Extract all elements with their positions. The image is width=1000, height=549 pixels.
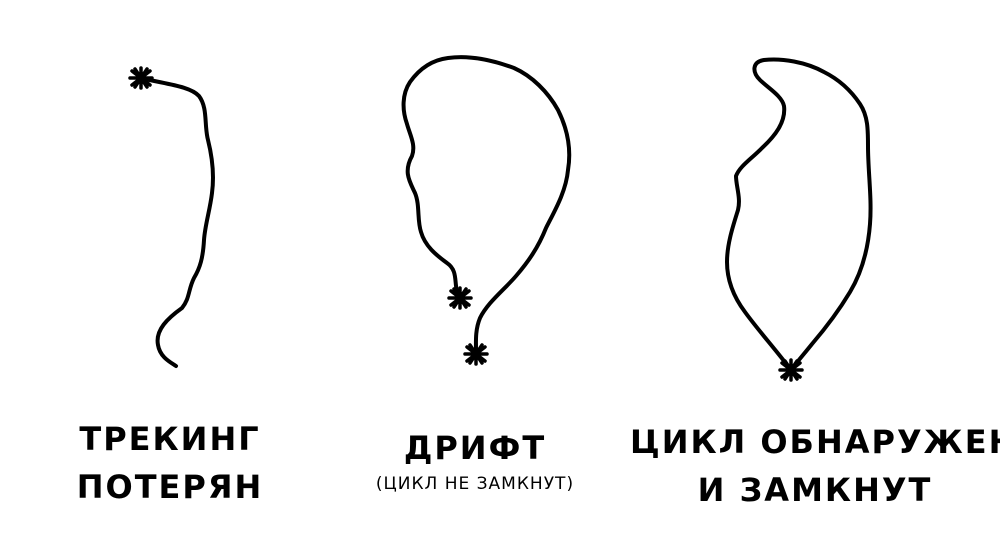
trajectory-path (725, 57, 873, 372)
star-marker-icon (128, 66, 154, 90)
star-marker-icon (447, 286, 473, 310)
star-marker-icon (778, 358, 804, 382)
caption-drift: ДРИФТ (ЦИКЛ НЕ ЗАМКНУТ) (330, 432, 620, 493)
caption-line: ПОТЕРЯН (76, 468, 264, 506)
trajectory-path (401, 55, 572, 354)
caption-line: ЦИКЛ ОБНАРУЖЕН (630, 423, 1000, 461)
panel-drift (401, 55, 572, 366)
caption-line: ТРЕКИНГ (79, 420, 261, 458)
caption-line: ДРИФТ (403, 429, 547, 467)
caption-loop-closed: ЦИКЛ ОБНАРУЖЕН И ЗАМКНУТ (630, 426, 1000, 506)
trajectory-path (139, 76, 215, 368)
star-marker-icon (463, 342, 489, 366)
caption-line: И ЗАМКНУТ (697, 471, 933, 509)
caption-tracking-lost: ТРЕКИНГ ПОТЕРЯН (40, 423, 300, 503)
caption-subtitle: (ЦИКЛ НЕ ЗАМКНУТ) (375, 474, 575, 494)
panel-tracking-lost (128, 66, 215, 368)
panel-loop-closed (725, 57, 873, 382)
